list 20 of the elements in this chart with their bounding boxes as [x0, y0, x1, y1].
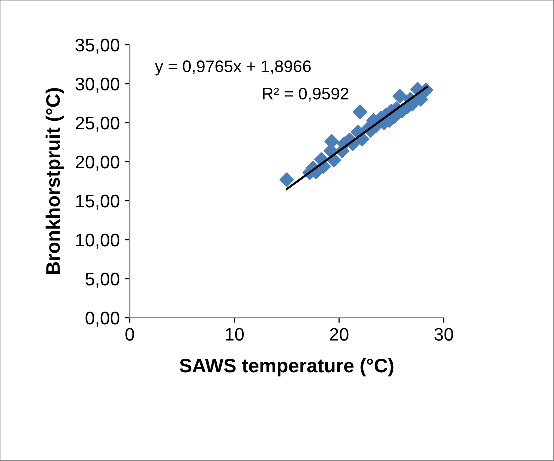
y-tick-label: 15,00 — [76, 194, 120, 210]
x-tick-label: 20 — [330, 328, 349, 341]
y-tick-label: 25,00 — [76, 116, 120, 132]
x-tick-label: 10 — [226, 328, 244, 341]
x-tick-label: 0 — [126, 328, 134, 341]
annotation: R² = 0,9592 — [263, 88, 349, 102]
y-tick-label: 0,00 — [86, 312, 120, 327]
y-tick-label: 20,00 — [76, 156, 120, 171]
x-tick-label: 30 — [434, 328, 454, 341]
y-axis-title: Bronkhorstpruit (°C) — [46, 88, 64, 274]
y-tick-label: 10,00 — [76, 234, 120, 249]
y-tick-label: 30,00 — [76, 78, 120, 93]
x-axis-title: SAWS temperature (°C) — [180, 358, 394, 377]
point — [352, 104, 368, 120]
y-tick-label: 5,00 — [86, 272, 120, 288]
annotation: y = 0,9765x + 1,8966 — [155, 60, 311, 76]
point — [392, 89, 408, 104]
point — [280, 172, 294, 188]
y-tick-label: 35,00 — [76, 38, 120, 54]
point — [414, 92, 428, 107]
